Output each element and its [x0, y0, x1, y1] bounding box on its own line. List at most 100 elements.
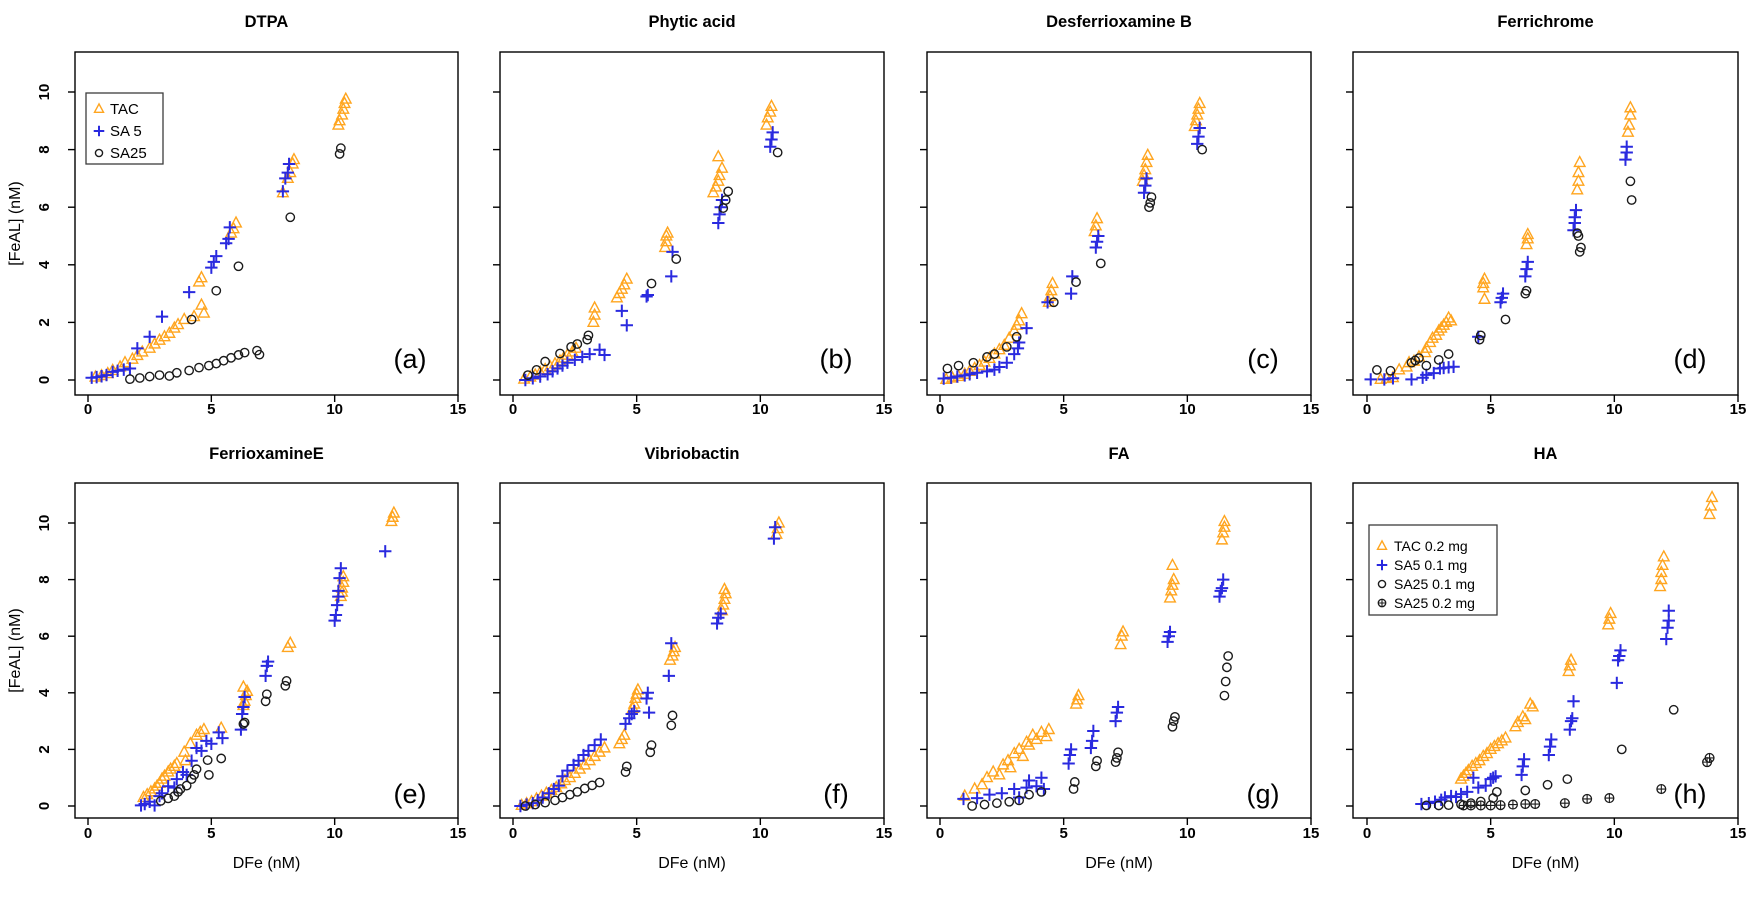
plus-marker [1543, 740, 1557, 753]
x-tick-label: 15 [1730, 825, 1747, 842]
x-axis-label: DFe (nM) [1512, 855, 1580, 872]
plus-marker [1090, 235, 1104, 248]
triangle-marker [1138, 162, 1152, 175]
circle-marker [1095, 258, 1106, 269]
plus-marker [712, 216, 725, 230]
plus-marker [514, 799, 527, 813]
circle-plus-cross [1378, 599, 1386, 607]
plot-box [499, 482, 885, 819]
x-tick-label: 15 [1303, 401, 1320, 418]
circle-marker [216, 753, 227, 764]
legend-item-label: SA5 0.1 mg [1394, 557, 1467, 573]
series-sa25-0.1-mg [1421, 704, 1679, 811]
plus-marker [983, 788, 996, 801]
x-tick-label: 0 [84, 825, 92, 842]
plus-marker [1519, 270, 1532, 283]
triangle-marker [1188, 119, 1202, 132]
series-sa25 [1371, 176, 1637, 376]
triangle-marker [1434, 320, 1448, 333]
plus-marker [1364, 373, 1377, 386]
triangle-marker [631, 682, 645, 695]
triangle-marker [148, 336, 162, 349]
plus-marker [1163, 625, 1177, 639]
triangle-marker [764, 98, 778, 111]
triangle-marker [1704, 498, 1718, 511]
series-sa-5 [134, 545, 392, 812]
triangle-marker [1516, 709, 1530, 722]
y-tick-label: 10 [36, 515, 53, 532]
plus-marker [588, 738, 601, 752]
triangle-marker [569, 340, 583, 353]
circle-marker [645, 747, 656, 758]
circle-plus-cross [1656, 784, 1666, 794]
plus-marker [764, 140, 777, 153]
x-tick-label: 0 [84, 401, 92, 418]
triangle-marker [1216, 525, 1230, 538]
plus-marker [1613, 649, 1626, 663]
triangle-marker [1621, 124, 1635, 137]
plus-marker [1516, 760, 1530, 773]
circle-marker [1443, 800, 1454, 811]
triangle-marker [164, 761, 178, 774]
series-tac [958, 514, 1231, 801]
plus-marker [1063, 748, 1077, 762]
plus-marker [1064, 743, 1078, 756]
triangle-marker [157, 329, 171, 342]
circle-marker [583, 330, 594, 341]
plus-marker [568, 353, 582, 367]
triangle-marker [1116, 624, 1130, 637]
circle-marker [1014, 795, 1025, 806]
plus-marker [281, 166, 294, 179]
circle-marker [184, 365, 195, 376]
circle-marker [1475, 330, 1486, 341]
triangle-marker [583, 753, 597, 766]
triangle-marker [1459, 765, 1473, 779]
plus-marker [131, 342, 144, 355]
triangle-marker [1654, 572, 1668, 585]
triangle-marker [1046, 276, 1060, 289]
triangle-marker [1166, 577, 1179, 590]
plus-marker [216, 731, 229, 745]
circle-marker [1574, 246, 1585, 257]
circle-marker [1491, 786, 1502, 797]
plus-marker [1140, 172, 1153, 185]
circle-plus-cross [1466, 801, 1476, 810]
plus-marker [1084, 741, 1098, 755]
plus-marker [153, 789, 166, 803]
triangle-marker [1432, 323, 1446, 336]
plus-marker [1087, 724, 1100, 738]
panel-title: FerrioxamineE [209, 445, 324, 463]
x-tick-label: 5 [207, 401, 215, 418]
circle-marker [335, 143, 346, 154]
triangle-marker [155, 771, 169, 784]
x-tick-label: 15 [450, 825, 467, 842]
circle-marker [1144, 202, 1154, 213]
triangle-marker [715, 603, 729, 616]
triangle-marker [1656, 557, 1670, 571]
plus-marker [1109, 714, 1122, 728]
triangle-marker [1089, 218, 1103, 231]
plus-marker [710, 617, 724, 630]
circle-marker [1443, 349, 1454, 359]
y-tick-label: 6 [36, 632, 53, 640]
triangle-marker [659, 234, 673, 247]
plus-marker [334, 562, 348, 575]
y-tick-label: 0 [36, 376, 53, 384]
plus-marker [561, 764, 574, 777]
plot-box [499, 51, 885, 396]
plus-marker [1438, 791, 1452, 804]
triangle-marker [718, 582, 731, 595]
triangle-marker [177, 744, 191, 757]
panel-f: Vibriobactin 0 5 10 15 DFe (nM) (f) [493, 445, 892, 872]
legend-item-label: SA 5 [110, 123, 142, 140]
triangle-marker [1090, 211, 1104, 224]
circle-marker [1068, 784, 1079, 794]
plus-marker [640, 692, 653, 705]
plus-marker [766, 126, 779, 139]
plus-marker [328, 614, 341, 627]
plus-marker [665, 637, 678, 650]
panel-g: FA 0 5 10 15 DFe (nM) (g) [920, 445, 1319, 872]
series-sa-5 [1364, 140, 1633, 386]
circle-marker [942, 363, 953, 374]
